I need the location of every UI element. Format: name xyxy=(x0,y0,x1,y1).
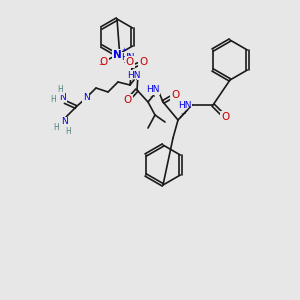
Text: O: O xyxy=(100,57,108,67)
Text: HN: HN xyxy=(146,85,160,94)
Text: N: N xyxy=(112,50,122,60)
Text: O: O xyxy=(139,57,147,67)
Text: H: H xyxy=(53,122,59,131)
Text: N: N xyxy=(82,94,89,103)
Text: O: O xyxy=(126,57,134,67)
Text: H: H xyxy=(50,95,56,104)
Text: ···: ··· xyxy=(180,111,187,117)
Text: O: O xyxy=(124,95,132,105)
Text: HN: HN xyxy=(128,70,141,80)
Text: H: H xyxy=(65,127,71,136)
Text: +: + xyxy=(121,47,126,52)
Text: O: O xyxy=(221,112,229,122)
Text: HN: HN xyxy=(121,52,134,62)
Text: −: − xyxy=(98,62,104,68)
Text: ···: ··· xyxy=(149,94,156,100)
Text: ···: ··· xyxy=(131,77,138,83)
Text: H: H xyxy=(57,85,63,94)
Text: N: N xyxy=(61,118,68,127)
Text: O: O xyxy=(171,90,179,100)
Text: N: N xyxy=(60,92,66,101)
Text: HN: HN xyxy=(178,100,192,109)
